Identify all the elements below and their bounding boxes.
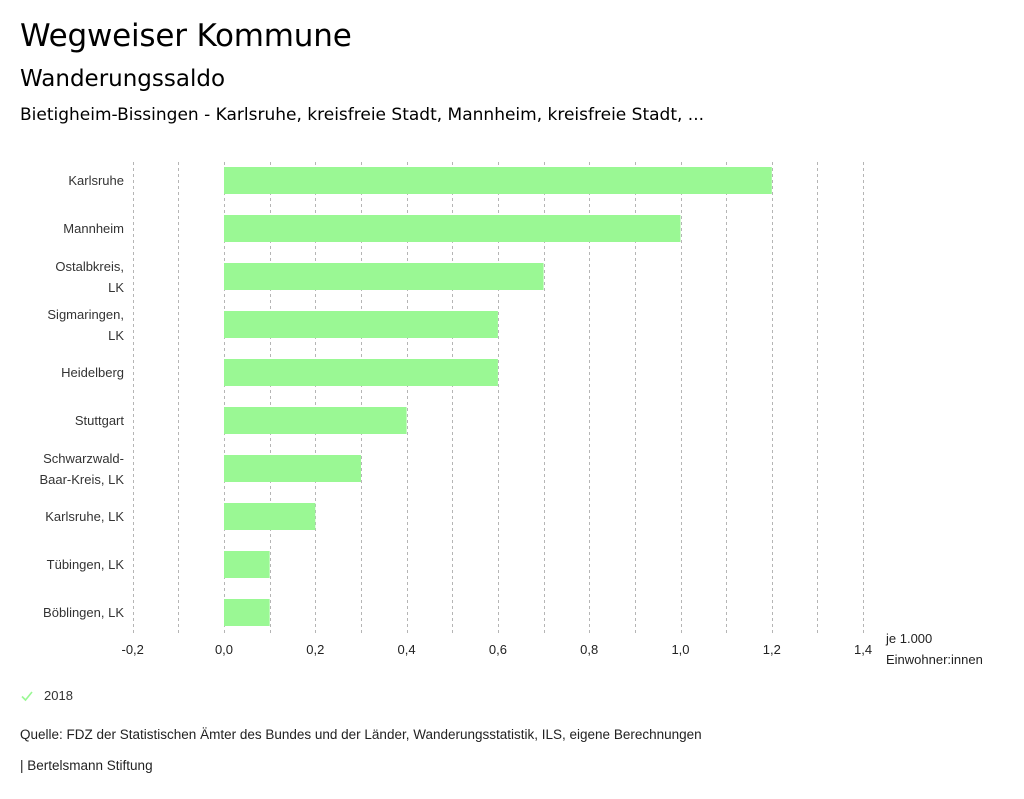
category-label: Stuttgart <box>75 413 125 428</box>
source-note: Quelle: FDZ der Statistischen Ämter des … <box>20 727 702 742</box>
category-label: Böblingen, LK <box>43 605 124 620</box>
x-tick-label: 0,6 <box>489 642 507 657</box>
bar-chart: Karlsruhe Mannheim Ostalbkreis, LK Sigmaring… <box>39 162 983 667</box>
category-label: Heidelberg <box>61 365 124 380</box>
check-icon[interactable] <box>20 689 34 703</box>
category-label: Karlsruhe <box>68 173 124 188</box>
category-label: Ostalbkreis, LK <box>55 259 124 295</box>
legend[interactable]: 2018 <box>20 688 73 703</box>
category-label: Sigmaringen, LK <box>47 307 124 343</box>
bar[interactable] <box>224 167 772 194</box>
category-label: Schwarzwald-Baar-Kreis, LK <box>39 451 124 487</box>
bar[interactable] <box>224 359 498 386</box>
x-tick-label: 0,8 <box>580 642 598 657</box>
bar[interactable] <box>224 263 544 290</box>
category-labels: Karlsruhe Mannheim Ostalbkreis, LK Sigmaring… <box>39 173 124 620</box>
bar[interactable] <box>224 551 270 578</box>
page-title: Wegweiser Kommune <box>20 18 352 54</box>
credit-note: | Bertelsmann Stiftung <box>20 758 153 773</box>
x-tick-label: 1,4 <box>854 642 872 657</box>
category-label: Karlsruhe, LK <box>45 509 124 524</box>
x-tick-label: 0,2 <box>306 642 324 657</box>
category-label: Tübingen, LK <box>47 557 125 572</box>
x-axis-unit-label: je 1.000 Einwohner:innen <box>885 631 983 667</box>
bar[interactable] <box>224 311 498 338</box>
category-label: Mannheim <box>63 221 124 236</box>
x-axis-label: je 1.000 <box>885 631 932 646</box>
x-tick-label: -0,2 <box>121 642 143 657</box>
bar[interactable] <box>224 503 316 530</box>
x-tick-label: 0,0 <box>215 642 233 657</box>
region-filter-label: Bietigheim-Bissingen - Karlsruhe, kreisf… <box>20 105 705 125</box>
chart-subtitle: Wanderungssaldo <box>20 66 226 92</box>
bar[interactable] <box>224 599 270 626</box>
x-axis-label: Einwohner:innen <box>886 652 983 667</box>
bar[interactable] <box>224 407 407 434</box>
x-tick-labels: -0,2 0,0 0,2 0,4 0,6 0,8 1,0 1,2 1,4 <box>121 642 872 657</box>
bar[interactable] <box>224 215 681 242</box>
legend-item-2018[interactable]: 2018 <box>44 688 73 703</box>
bars <box>224 167 772 626</box>
x-tick-label: 1,2 <box>763 642 781 657</box>
x-tick-label: 1,0 <box>671 642 689 657</box>
bar[interactable] <box>224 455 361 482</box>
x-tick-label: 0,4 <box>398 642 416 657</box>
